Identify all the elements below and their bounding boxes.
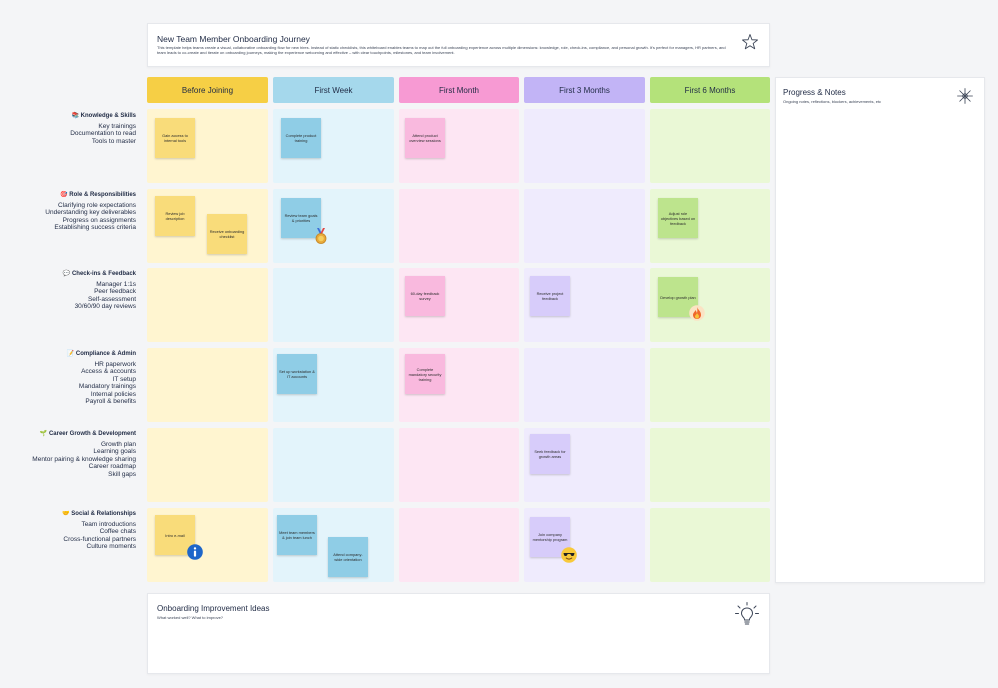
row-item: Establishing success criteria [54,224,136,232]
sparkle-icon [957,88,973,104]
sticky-note[interactable]: Attend product overview sessions [405,118,445,158]
sticky-note[interactable]: Review job description [155,196,195,236]
column-header-first-month: First Month [399,77,519,103]
row-item: Internal policies [90,390,136,398]
medal-icon [315,228,327,244]
progress-notes-card[interactable]: Progress & Notes Ongoing notes, reflecti… [775,77,985,583]
sticky-note[interactable]: Intro e-mail [155,515,195,555]
row-item: Cross-functional partners [63,535,136,543]
sticky-note[interactable]: Review team goals & priorities [281,198,321,238]
row-label-career: 🌱 Career Growth & Development Growth pla… [0,430,136,478]
column-header-first-3-months: First 3 Months [524,77,645,103]
row-label-knowledge: 📚 Knowledge & Skills Key trainings Docum… [0,112,136,145]
row-item: Manager 1:1s [96,281,136,288]
fire-icon [689,305,705,321]
board-title: New Team Member Onboarding Journey [157,34,310,44]
grid-cell[interactable] [147,348,268,422]
grid-cell[interactable] [524,189,645,263]
grid-cell[interactable] [399,428,519,502]
grid-cell[interactable] [273,268,394,342]
grid-cell[interactable] [399,508,519,582]
row-title: 📝 Compliance & Admin [66,351,136,357]
row-item: 30/60/90 day reviews [74,303,136,311]
row-title: 🌱 Career Growth & Development [39,431,136,437]
grid-cell[interactable] [147,268,268,342]
row-item: Self-assessment [87,295,136,303]
grid-cell[interactable] [399,189,519,263]
row-item: Learning goals [93,448,136,456]
sticky-note[interactable]: Meet team members & join team lunch [277,515,317,555]
sticky-note[interactable]: Adjust role objectives based on feedback [658,198,698,238]
row-item: Team introductions [81,521,136,528]
column-header-first-6-months: First 6 Months [650,77,770,103]
row-item: Key trainings [98,123,136,130]
row-title: 📚 Knowledge & Skills [71,113,136,119]
sticky-note[interactable]: Gain access to internal tools [155,118,195,158]
row-item: Progress on assignments [62,216,136,224]
row-item: Culture moments [86,543,137,551]
grid-cell[interactable] [650,508,770,582]
sticky-note[interactable]: Complete product training [281,118,321,158]
sticky-note[interactable]: Seek feedback for growth areas [530,434,570,474]
row-item: Understanding key deliverables [45,209,136,217]
row-title: 🤝 Social & Relationships [62,511,136,517]
row-item: Payroll & benefits [85,398,136,406]
row-item: Growth plan [100,441,136,448]
star-icon [742,34,758,50]
header-card: New Team Member Onboarding Journey This … [147,23,770,67]
improvement-ideas-card[interactable]: Onboarding Improvement Ideas What worked… [147,593,770,674]
sticky-note[interactable]: Receive onboarding checklist [207,214,247,254]
sticky-note[interactable]: Complete mandatory security training [405,354,445,394]
grid-cell[interactable] [650,109,770,183]
row-item: Career roadmap [88,463,136,471]
row-title: 🎯 Role & Responsibilities [60,192,136,198]
row-item: Clarifying role expectations [57,202,136,209]
progress-subtitle: Ongoing notes, reflections, blockers, ac… [783,99,882,104]
ideas-subtitle: What worked well? What to improve? [157,615,224,620]
column-header-first-week: First Week [273,77,394,103]
sticky-note[interactable]: Receive project feedback [530,276,570,316]
row-item: IT setup [112,375,136,383]
row-item: Mentor pairing & knowledge sharing [32,455,136,463]
grid-cell[interactable] [273,428,394,502]
board-description: This template helps teams create a visua… [157,45,726,56]
row-title: 💬 Check-ins & Feedback [62,271,136,277]
info-icon [187,544,203,560]
row-label-social: 🤝 Social & Relationships Team introducti… [0,510,136,551]
sticky-note[interactable]: Set up workstation & IT accounts [277,354,317,394]
column-header-before-joining: Before Joining [147,77,268,103]
sticky-note[interactable]: Attend company-wide orientation [328,537,368,577]
row-item: Coffee chats [99,528,136,536]
row-item: Documentation to read [70,130,136,138]
grid-cell[interactable] [524,348,645,422]
row-item: Skill gaps [108,470,136,478]
row-label-compliance: 📝 Compliance & Admin HR paperwork Access… [0,350,136,405]
row-label-role: 🎯 Role & Responsibilities Clarifying rol… [0,191,136,232]
sticky-note[interactable]: 60-day feedback survey [405,276,445,316]
row-item: Mandatory trainings [78,383,136,391]
grid-cell[interactable] [650,428,770,502]
grid-cell[interactable] [524,109,645,183]
row-item: HR paperwork [94,361,136,368]
lightbulb-icon [735,602,759,625]
row-item: Tools to master [91,137,136,145]
grid-cell[interactable] [650,348,770,422]
progress-title: Progress & Notes [783,88,846,97]
ideas-title: Onboarding Improvement Ideas [157,604,270,613]
row-label-checkins: 💬 Check-ins & Feedback Manager 1:1s Peer… [0,270,136,311]
grid-cell[interactable] [147,428,268,502]
row-item: Access & accounts [81,368,136,376]
row-item: Peer feedback [94,288,136,296]
cool-face-icon [561,547,577,563]
